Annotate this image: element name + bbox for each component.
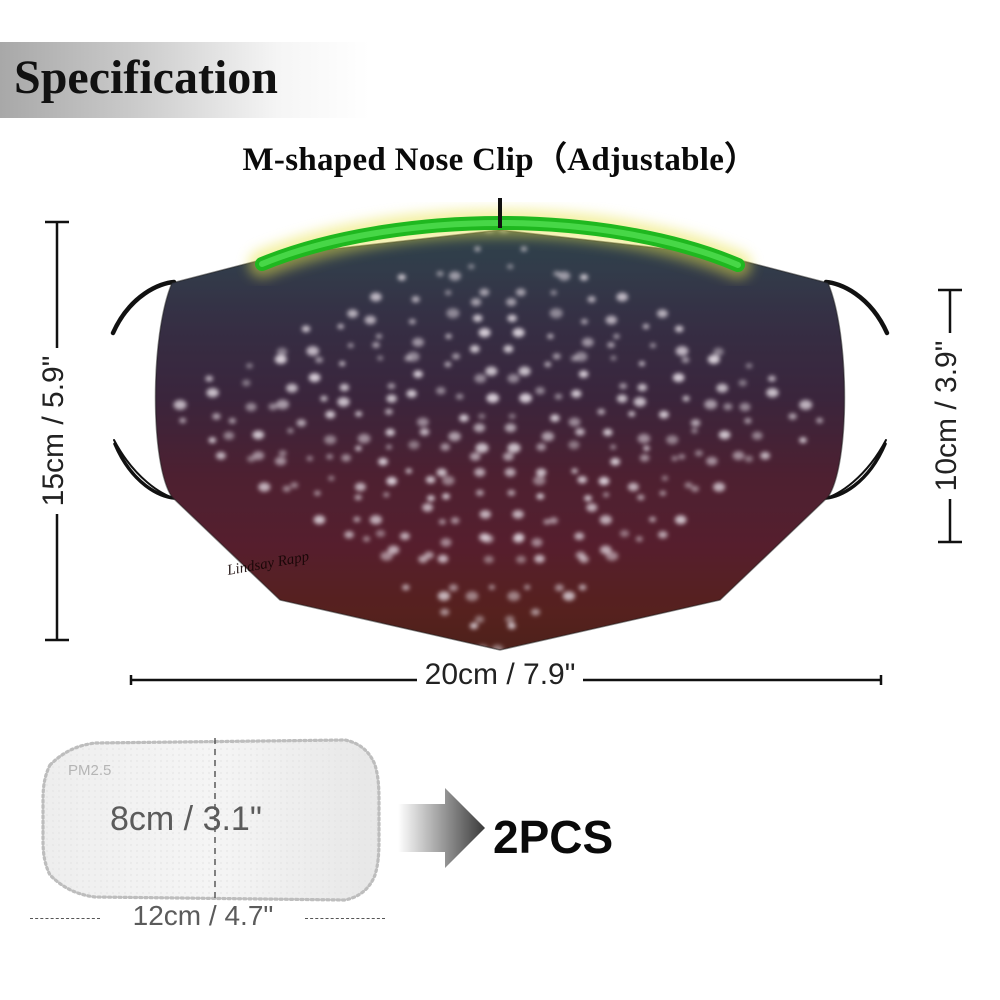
svg-text:PM2.5: PM2.5 [68, 762, 111, 779]
svg-text:8cm / 3.1": 8cm / 3.1" [110, 800, 262, 838]
